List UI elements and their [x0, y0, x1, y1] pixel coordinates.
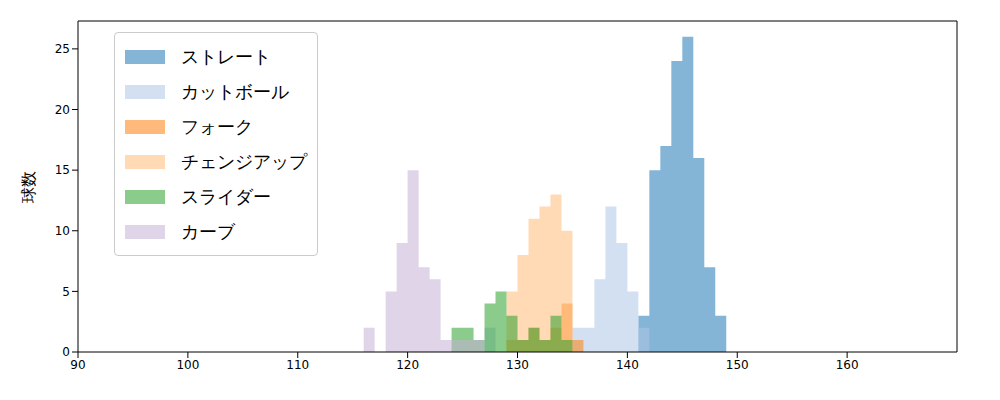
html-text:カットボール: カットボール [181, 80, 289, 102]
svg-text:20: 20 [55, 103, 70, 117]
svg-text:0: 0 [62, 345, 70, 359]
svg-text:10: 10 [55, 224, 70, 238]
svg-text:25: 25 [55, 42, 70, 56]
svg-text:130: 130 [506, 358, 529, 372]
svg-text:100: 100 [176, 358, 199, 372]
html-text:チェンジアップ: チェンジアップ [181, 150, 307, 172]
html-text:カーブ: カーブ [181, 220, 235, 242]
svg-text:140: 140 [616, 358, 639, 372]
svg-text:110: 110 [286, 358, 309, 372]
svg-text:150: 150 [726, 358, 749, 372]
svg-text:球数: 球数 [19, 171, 38, 203]
svg-text:160: 160 [836, 358, 859, 372]
html-text:スライダー: スライダー [181, 185, 271, 207]
svg-text:90: 90 [70, 358, 85, 372]
html-text:フォーク: フォーク [181, 115, 253, 137]
html-text:ストレート: ストレート [181, 45, 271, 67]
svg-text:5: 5 [62, 285, 70, 299]
svg-text:15: 15 [55, 163, 70, 177]
svg-text:120: 120 [396, 358, 419, 372]
